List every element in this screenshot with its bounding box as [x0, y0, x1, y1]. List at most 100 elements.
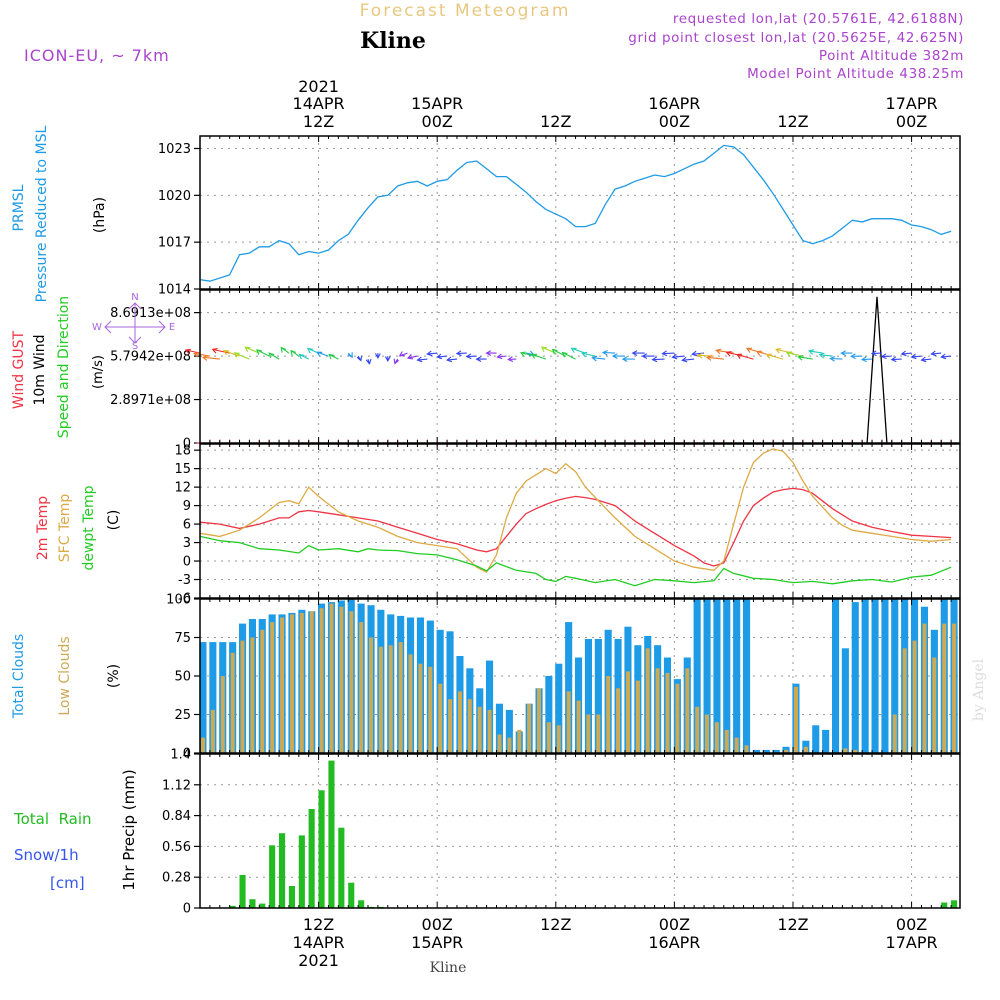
total-clouds-bar	[743, 599, 751, 753]
total-clouds-bar	[584, 639, 592, 753]
low-clouds-bar	[714, 722, 719, 753]
low-clouds-bar	[626, 671, 630, 753]
wind-direction-arrow	[561, 351, 576, 360]
total-clouds-bar	[723, 599, 731, 753]
wind-direction-arrow	[880, 353, 892, 360]
pressure-series-line	[199, 144, 952, 282]
temp-2m-series-line	[199, 487, 952, 567]
y-tick-label: 8.6913e+08	[110, 306, 191, 321]
rain-bar	[288, 886, 295, 908]
y-tick-label: -6	[178, 592, 191, 607]
low-clouds-bar	[280, 617, 285, 753]
wind-direction-arrow	[765, 353, 784, 360]
low-clouds-bar	[250, 637, 255, 753]
wind-direction-arrow	[671, 353, 685, 360]
panel-frame	[199, 135, 961, 290]
meteogram-title: Forecast Meteogram	[360, 1, 571, 21]
wind-direction-arrow	[920, 356, 932, 363]
low-clouds-bar	[695, 706, 700, 753]
low-clouds-bar	[912, 640, 917, 753]
wind-direction-arrow	[930, 350, 942, 357]
low-clouds-bar	[566, 691, 571, 753]
low-clouds-bar	[319, 608, 324, 753]
top-axis-date: 17APR	[886, 94, 938, 113]
y-tick-label: 0	[183, 747, 191, 762]
pressure-panel: 1014 1017 1020 1023	[158, 135, 961, 298]
wind-direction-arrow	[681, 356, 695, 363]
wind-direction-arrow	[818, 352, 833, 359]
top-axis-hour: 12Z	[540, 112, 571, 131]
wind-direction-arrow	[356, 355, 363, 362]
total-clouds-bar	[545, 676, 553, 753]
bottom-axis-date: 15APR	[411, 933, 463, 952]
y-tick-label: 0.56	[162, 840, 191, 855]
rain-bar	[318, 790, 325, 908]
temperature-panel: -6 -3 0 3 6 9 12 15 18	[174, 443, 961, 607]
rain-bar	[358, 900, 365, 908]
total-clouds-bar	[832, 599, 840, 753]
y-tick-label: 1023	[158, 142, 191, 157]
temp-dewpt-label: dewpt Temp	[81, 485, 97, 570]
low-clouds-bar	[230, 652, 235, 753]
wind-direction-arrow	[651, 356, 665, 363]
y-tick-label: 1017	[158, 236, 191, 251]
bottom-axis-hour: 12Z	[777, 915, 808, 934]
wind-direction-arrow	[316, 351, 329, 357]
y-tick-label: 6	[183, 518, 191, 533]
low-clouds-bar	[467, 699, 472, 753]
rain-bar	[328, 760, 335, 908]
low-clouds-bar	[744, 745, 749, 753]
total-clouds-bar	[565, 622, 573, 753]
total-clouds-bar	[881, 599, 889, 753]
low-clouds-bar	[527, 703, 532, 753]
low-clouds-bar	[932, 657, 937, 753]
low-clouds-bar	[556, 725, 561, 753]
low-clouds-bar	[201, 737, 205, 753]
wind-direction-arrow	[201, 355, 220, 361]
low-clouds-bar	[537, 688, 541, 753]
rain-bar	[951, 900, 958, 908]
low-clouds-bar	[369, 637, 373, 753]
y-tick-label: 2.8971e+08	[110, 393, 191, 408]
y-tick-label: 1014	[158, 283, 191, 298]
wind-direction-arrow	[797, 355, 813, 361]
low-clouds-bar	[843, 748, 848, 753]
wind-direction-arrow	[398, 351, 408, 357]
bottom-axis-hour: 12Z	[303, 915, 334, 934]
y-tick-label: 1.4	[170, 748, 191, 763]
rain-bar	[348, 882, 355, 908]
wind-direction-arrow	[850, 353, 863, 360]
low-clouds-bar	[210, 709, 215, 753]
wind-direction-arrow	[375, 353, 381, 360]
wind-direction-arrow	[611, 353, 625, 359]
top-axis-hour: 00Z	[422, 112, 453, 131]
total-clouds-bar	[772, 749, 780, 753]
total-clouds-bar	[199, 642, 207, 753]
low-clouds-bar	[784, 749, 789, 753]
wind-panel: 0 2.8971e+08 5.7942e+08 8.6913e+08	[110, 289, 961, 452]
snow-label: Snow/1h	[14, 846, 79, 864]
bottom-axis-date: 14APR	[293, 933, 345, 952]
temp-sfc-series-line	[199, 448, 952, 573]
low-clouds-bar	[477, 706, 482, 753]
low-clouds-bar	[952, 623, 957, 753]
top-axis-date: 15APR	[411, 94, 463, 113]
wind-direction-arrow	[840, 350, 853, 356]
bottom-axis-hour: 00Z	[659, 915, 690, 934]
wind-10m-label: 10m Wind	[32, 334, 48, 405]
panel-frame	[199, 598, 961, 754]
y-tick-label: 75	[174, 631, 191, 646]
wind-direction-arrow	[829, 355, 843, 362]
top-axis-date: 14APR	[293, 94, 345, 113]
low-clouds-bar	[546, 722, 551, 753]
wind-direction-arrow	[621, 356, 635, 362]
wind-direction-arrow	[570, 347, 586, 354]
point-altitude: Point Altitude 382m	[819, 48, 964, 64]
total-clouds-bar	[822, 729, 830, 753]
compass-n: N	[131, 292, 138, 303]
bottom-axis-hour: 12Z	[540, 915, 571, 934]
low-clouds-bar	[685, 668, 690, 753]
low-clouds-bar	[606, 676, 611, 753]
total-clouds-bar	[762, 749, 770, 753]
low-clouds-bar	[438, 683, 443, 753]
